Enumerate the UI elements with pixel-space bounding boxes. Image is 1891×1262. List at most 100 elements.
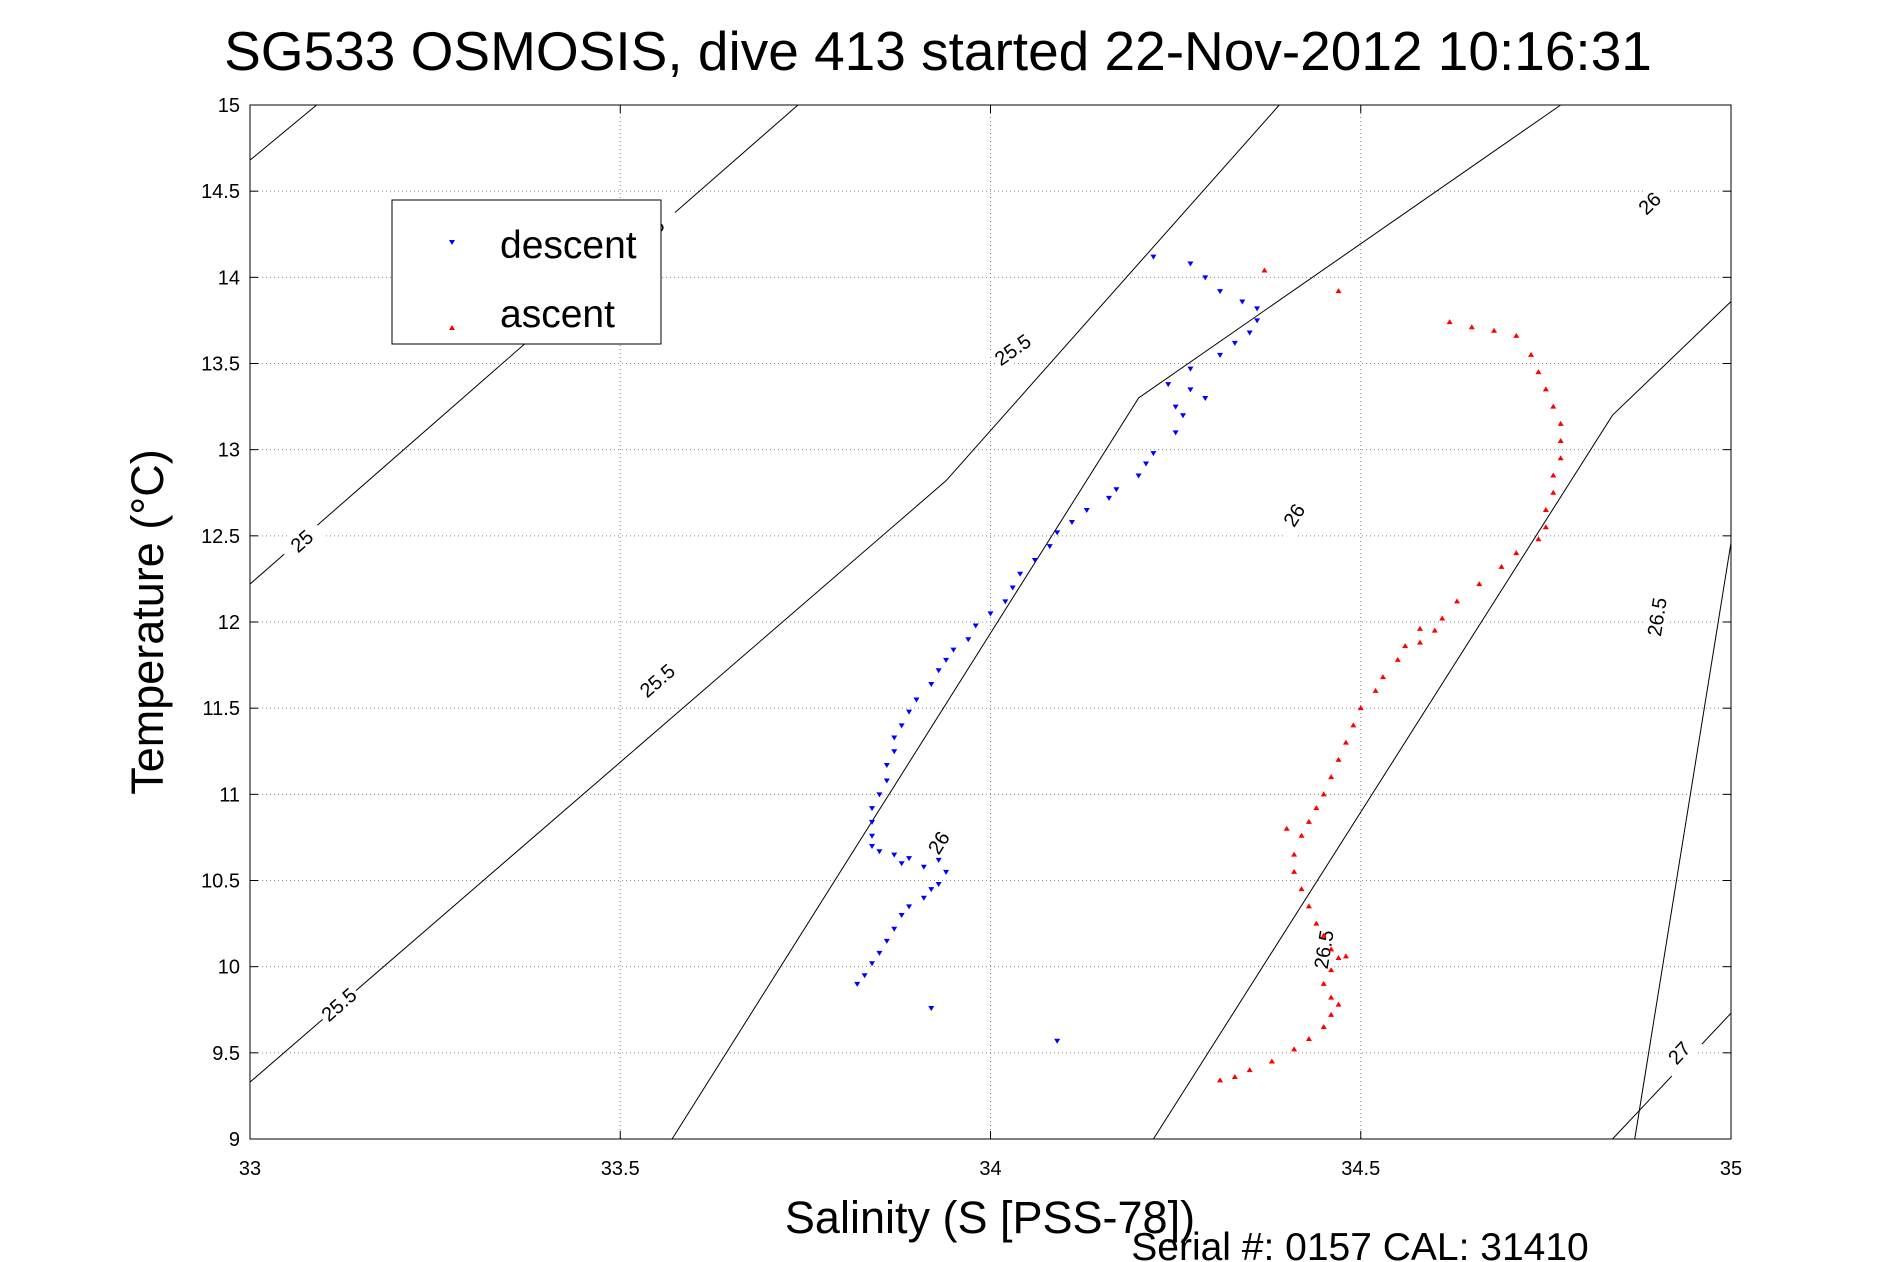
ascent-point	[1394, 656, 1401, 662]
descent-point	[898, 912, 905, 918]
density-contour-line	[249, 104, 317, 161]
ascent-point	[1291, 851, 1298, 857]
descent-point	[1143, 461, 1150, 467]
ascent-point	[1320, 1023, 1327, 1029]
descent-point	[891, 735, 898, 741]
descent-point	[883, 938, 890, 944]
legend-box	[391, 199, 662, 345]
ascent-point	[1542, 386, 1549, 392]
y-tick-label: 15	[218, 95, 240, 117]
descent-point	[935, 857, 942, 863]
ascent-point	[1328, 774, 1335, 780]
descent-point	[898, 861, 905, 867]
ascent-point	[1498, 563, 1505, 569]
contour-label-bg	[916, 817, 961, 868]
descent-point	[1254, 306, 1261, 312]
descent-point	[891, 852, 898, 858]
descent-point	[1217, 289, 1224, 295]
ascent-point	[1528, 351, 1535, 357]
legend: descent ascent	[391, 199, 662, 345]
ascent-point	[1372, 687, 1379, 693]
descent-point	[869, 844, 876, 850]
ascent-point	[1261, 267, 1268, 273]
descent-point	[869, 961, 876, 967]
y-tick-label: 11	[219, 784, 240, 806]
y-tick-label: 14	[218, 267, 240, 289]
legend-descent-marker	[449, 240, 455, 245]
density-contour-line	[1634, 542, 1732, 1140]
y-axis-label: Temperature (°C)	[122, 449, 173, 795]
descent-point	[1187, 387, 1194, 393]
descent-point	[1187, 366, 1194, 372]
ascent-point	[1291, 868, 1298, 874]
ascent-point	[1283, 825, 1290, 831]
data-points	[854, 254, 1564, 1083]
ascent-point	[1439, 615, 1446, 621]
ascent-point	[1328, 994, 1335, 1000]
contour-label-bg	[632, 657, 682, 705]
descent-point	[935, 881, 942, 887]
descent-point	[869, 806, 876, 812]
ascent-point	[1454, 598, 1461, 604]
descent-point	[1031, 557, 1038, 563]
density-contour-line	[671, 104, 1561, 1140]
contour-label-bg	[1655, 1028, 1703, 1078]
descent-point	[1187, 261, 1194, 267]
ascent-point	[1320, 980, 1327, 986]
descent-point	[876, 950, 883, 956]
descent-point	[869, 819, 876, 825]
chart-title: SG533 OSMOSIS, dive 413 started 22-Nov-2…	[224, 20, 1652, 82]
descent-point	[928, 1006, 935, 1012]
ascent-point	[1313, 920, 1320, 926]
ascent-point	[1298, 886, 1305, 892]
descent-point	[1105, 495, 1112, 501]
descent-point	[1113, 487, 1120, 493]
ascent-point	[1550, 472, 1557, 478]
density-contour-line	[1612, 1012, 1732, 1140]
legend-descent-label: descent	[500, 224, 637, 267]
descent-point	[1180, 413, 1187, 419]
ascent-point	[1557, 438, 1564, 444]
descent-point	[928, 887, 935, 893]
descent-point	[1172, 430, 1179, 436]
ascent-point	[1305, 818, 1312, 824]
y-tick-label: 9.5	[212, 1043, 240, 1065]
descent-point	[943, 869, 950, 875]
descent-point	[943, 657, 950, 663]
contour-label-bg	[1625, 179, 1674, 228]
descent-point	[861, 973, 868, 979]
ascent-point	[1335, 756, 1342, 762]
ascent-point	[1431, 627, 1438, 633]
descent-point	[913, 697, 920, 703]
descent-point	[920, 895, 927, 901]
y-tick-label: 9	[229, 1129, 240, 1151]
contour-label-bg	[1308, 925, 1340, 974]
y-tick-label: 13.5	[201, 354, 240, 376]
descent-point	[920, 864, 927, 870]
ascent-point	[1335, 955, 1342, 961]
y-tick-label: 12.5	[201, 526, 240, 548]
ascent-point	[1246, 1067, 1253, 1073]
contour-label-bg	[987, 327, 1038, 373]
descent-point	[1172, 404, 1179, 410]
y-tick-label: 11.5	[203, 698, 240, 720]
descent-point	[1009, 585, 1016, 591]
ascent-point	[1335, 1001, 1342, 1007]
ascent-point	[1328, 946, 1335, 952]
descent-point	[1068, 520, 1075, 526]
ascent-point	[1342, 953, 1349, 959]
y-tick-label: 14.5	[201, 181, 240, 203]
descent-point	[906, 904, 913, 910]
ascent-point	[1350, 722, 1357, 728]
ascent-point	[1446, 319, 1453, 325]
ascent-point	[1535, 536, 1542, 542]
ascent-point	[1513, 550, 1520, 556]
descent-point	[883, 763, 890, 769]
descent-point	[891, 749, 898, 755]
descent-point	[1217, 352, 1224, 358]
ascent-point	[1416, 625, 1423, 631]
ascent-point	[1491, 327, 1498, 333]
ascent-point	[1320, 932, 1327, 938]
descent-point	[898, 723, 905, 729]
